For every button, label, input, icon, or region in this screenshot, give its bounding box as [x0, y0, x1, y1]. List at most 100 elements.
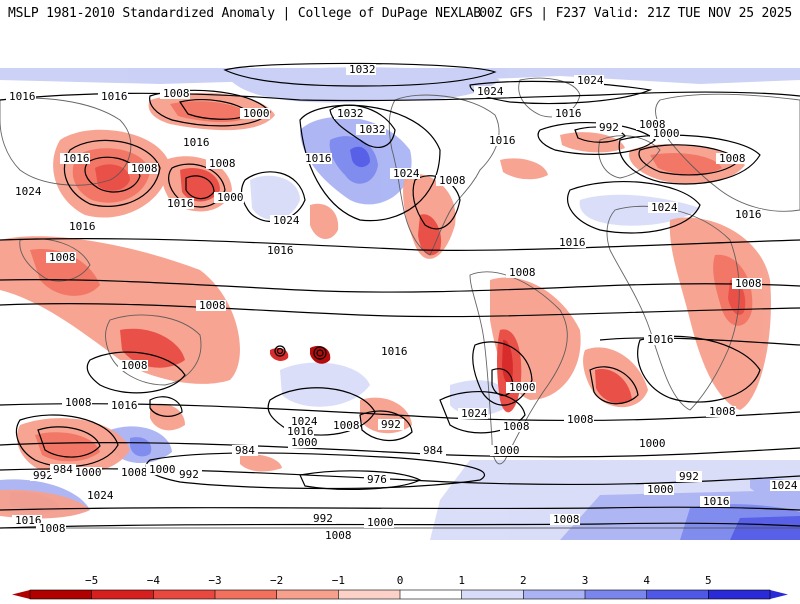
isobar-value: 1000 — [367, 516, 394, 529]
isobar-value: 1000 — [75, 466, 102, 479]
isobar-value: 1016 — [559, 236, 586, 249]
isobar-label-1016-j: 1016 — [264, 244, 294, 257]
isobar-value: 1008 — [735, 277, 762, 290]
isobar-value: 1032 — [337, 107, 364, 120]
isobar-value: 1024 — [393, 167, 420, 180]
isobar-label-1000-h: 1000 — [490, 444, 520, 457]
isobar-label-1024-d: 1024 — [12, 185, 42, 198]
isobar-value: 992 — [313, 512, 333, 525]
colorbar-segment — [30, 590, 93, 599]
isobar-label-1016-o: 1016 — [108, 399, 138, 412]
isobar-value: 1000 — [149, 463, 176, 476]
isobar-small-low-2 — [276, 347, 284, 355]
isobar-1032-north — [223, 62, 497, 87]
isobar-label-1008-h: 1008 — [196, 299, 226, 312]
anomaly-map[interactable]: 1032 1032 1032 1024 1024 1024 1024 1024 … — [0, 40, 800, 540]
colorbar-tick-label: 5 — [705, 574, 712, 587]
isobar-label-1016-k: 1016 — [556, 236, 586, 249]
isobar-value: 1016 — [69, 220, 96, 233]
isobar-label-1008-n: 1008 — [564, 413, 594, 426]
isobar-label-1008-q: 1008 — [36, 522, 66, 535]
isobar-value: 1016 — [735, 208, 762, 221]
isobar-value: 1008 — [131, 162, 158, 175]
isobar-label-992-e: 992 — [310, 512, 336, 525]
isobar-label-1016-c: 1016 — [60, 152, 90, 165]
isobar-value: 1016 — [489, 134, 516, 147]
isobar-label-1024-b: 1024 — [474, 85, 504, 98]
isobar-label-1016-i: 1016 — [552, 107, 582, 120]
isobar-value: 1024 — [651, 201, 678, 214]
isobar-label-1016-a: 1016 — [98, 90, 128, 103]
isobar-value: 1000 — [217, 191, 244, 204]
isobar-label-1000-e: 1000 — [288, 436, 318, 449]
colorbar-tick-label: −2 — [270, 574, 284, 587]
isobar-value: 1000 — [653, 127, 680, 140]
colorbar-segment — [708, 590, 771, 599]
colorbar — [0, 570, 800, 600]
colorbar-segment — [585, 590, 648, 599]
isobar-value: 1008 — [49, 251, 76, 264]
colorbar-tick-label: 2 — [520, 574, 527, 587]
isobar-label-1016-e: 1016 — [164, 197, 194, 210]
colorbar-graphic — [12, 589, 788, 600]
isobar-value: 1008 — [709, 405, 736, 418]
isobar-value: 1000 — [639, 437, 666, 450]
isobar-label-992-a: 992 — [596, 121, 622, 134]
isobar-1008-siberia — [63, 139, 161, 207]
isobar-small-low-1 — [274, 345, 286, 357]
isobar-1000-newzealand — [149, 396, 183, 417]
negative-anomaly-shading — [0, 92, 771, 519]
isobar-1008-europe — [618, 134, 761, 185]
isobar-value: 1016 — [167, 197, 194, 210]
isobar-1008-australia — [86, 351, 186, 394]
isobar-value: 1000 — [647, 483, 674, 496]
isobar-value: 1016 — [647, 333, 674, 346]
isobar-label-1024-a: 1024 — [574, 74, 604, 87]
isobar-value: 992 — [381, 418, 401, 431]
isobar-label-1016-g: 1016 — [302, 152, 332, 165]
isobar-label-1008-a: 1008 — [160, 87, 190, 100]
isobar-label-1008-i: 1008 — [118, 359, 148, 372]
isobar-label-1008-r: 1008 — [322, 529, 352, 540]
isobar-label-1016-l: 1016 — [732, 208, 762, 221]
isobar-value: 1008 — [65, 396, 92, 409]
isobar-value: 1008 — [163, 87, 190, 100]
isobar-value: 984 — [53, 463, 73, 476]
isobar-value: 1016 — [555, 107, 582, 120]
isobar-value: 1008 — [325, 529, 352, 540]
colorbar-segment — [338, 590, 401, 599]
isobar-label-layer: 1032 1032 1032 1024 1024 1024 1024 1024 … — [6, 63, 800, 540]
isobar-1008-antarctic — [0, 522, 800, 529]
isobar-value: 1016 — [101, 90, 128, 103]
isobar-label-1008-f: 1008 — [716, 152, 746, 165]
isobar-label-1008-d: 1008 — [436, 174, 466, 187]
isobar-1016-south-indian — [637, 335, 761, 403]
isobar-label-1024-i: 1024 — [84, 489, 114, 502]
isobar-label-1016-n: 1016 — [644, 333, 674, 346]
isobar-value: 1024 — [87, 489, 114, 502]
isobar-value: 1016 — [9, 90, 36, 103]
isobar-label-1008-g: 1008 — [46, 251, 76, 264]
isobar-label-1000-c: 1000 — [650, 127, 680, 140]
isobar-label-992-b: 992 — [378, 418, 404, 431]
colorbar-tick-label: 4 — [643, 574, 650, 587]
map-title: MSLP 1981-2010 Standardized Anomaly | Co… — [8, 6, 481, 21]
isobar-label-1008-o: 1008 — [706, 405, 736, 418]
isobar-value: 992 — [679, 470, 699, 483]
isobar-value: 1024 — [477, 85, 504, 98]
isobar-value: 1000 — [291, 436, 318, 449]
isobar-value: 1016 — [703, 495, 730, 508]
isobar-value: 1000 — [509, 381, 536, 394]
isobar-value: 1016 — [381, 345, 408, 358]
isobar-value: 984 — [423, 444, 443, 457]
isobar-label-1024-f: 1024 — [648, 201, 678, 214]
isobar-984-low-west — [37, 426, 101, 458]
isobar-value: 1008 — [719, 152, 746, 165]
isobar-value: 1016 — [15, 514, 42, 527]
colorbar-tick-label: −5 — [85, 574, 99, 587]
isobar-label-1016-d: 1016 — [180, 136, 210, 149]
colorbar-segment — [400, 590, 463, 599]
isobar-value: 1024 — [273, 214, 300, 227]
isobar-label-1008-k: 1008 — [732, 277, 762, 290]
isobar-1016-north — [0, 91, 800, 102]
